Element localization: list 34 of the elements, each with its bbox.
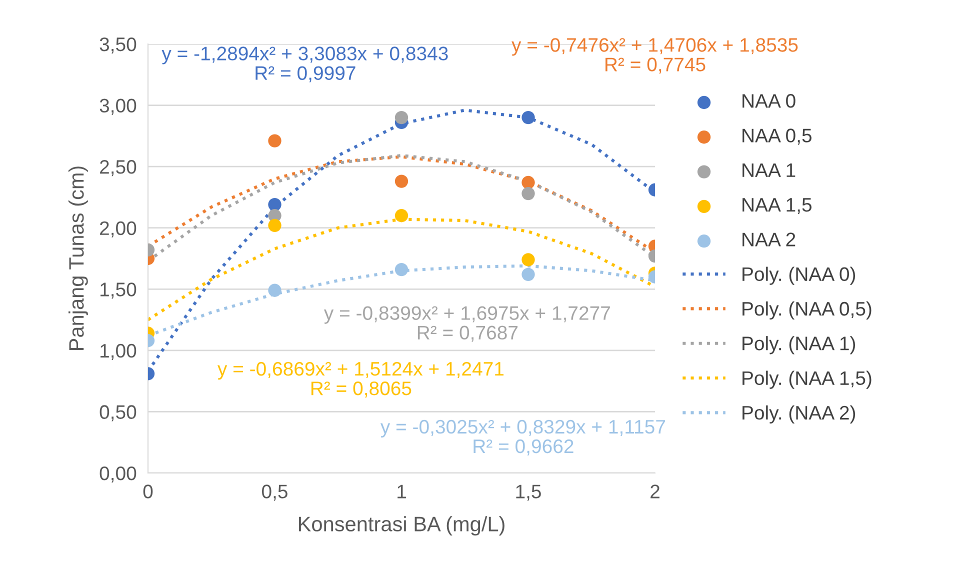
legend-label: NAA 0,5 — [742, 128, 812, 145]
legend-label: NAA 1 — [742, 164, 796, 177]
point — [394, 174, 408, 188]
x-tick-label: 1 — [398, 484, 406, 498]
legend-label: Poly. (NAA 1,5) — [742, 370, 872, 389]
x-tick-label: 2 — [650, 484, 660, 498]
y-tick-label: 2,50 — [100, 160, 136, 176]
legend-label: Poly. (NAA 2) — [742, 405, 856, 424]
legend-label: NAA 0 — [742, 94, 796, 108]
y-axis-title: Panjang Tunas (cm) — [68, 166, 88, 350]
y-tick-label: 3,50 — [100, 37, 136, 54]
y-tick-label: 3,00 — [100, 98, 136, 115]
y-tick-label: 1,50 — [100, 282, 136, 299]
legend-label: Poly. (NAA 0) — [742, 266, 856, 285]
annotation: y = -0,7476x² + 1,4706x + 1,8535 R² = 0,7745 — [512, 38, 798, 74]
x-tick-label: 0,5 — [262, 484, 288, 501]
y-tick-label: 0,00 — [100, 466, 136, 483]
y-tick-label: 1,00 — [100, 344, 136, 360]
legend-label: Poly. (NAA 1) — [742, 336, 856, 354]
annotation: y = -1,2894x² + 3,3083x + 0,8343 R² = 0,9997 — [162, 46, 448, 82]
annotation: y = -0,8399x² + 1,6975x + 1,7277 R² = 0,7687 — [324, 306, 610, 342]
point — [394, 110, 408, 124]
point — [394, 262, 408, 276]
legend-label: NAA 2 — [742, 232, 796, 246]
x-axis-title: Konsentrasi BA (mg/L) — [299, 516, 504, 536]
annotation: y = -0,6869x² + 1,5124x + 1,2471 R² = 0,8065 — [217, 362, 504, 398]
legend-label: NAA 1,5 — [742, 198, 812, 214]
annotation: y = -0,3025x² + 0,8329x + 1,1157 R² = 0,9662 — [380, 420, 666, 456]
x-tick-label: 1,5 — [516, 484, 541, 501]
point — [394, 209, 408, 222]
y-tick-label: 2,00 — [100, 221, 136, 238]
legend-label: Poly. (NAA 0,5) — [742, 301, 872, 320]
x-tick-label: 0 — [143, 484, 153, 498]
y-tick-label: 0,50 — [100, 405, 136, 422]
